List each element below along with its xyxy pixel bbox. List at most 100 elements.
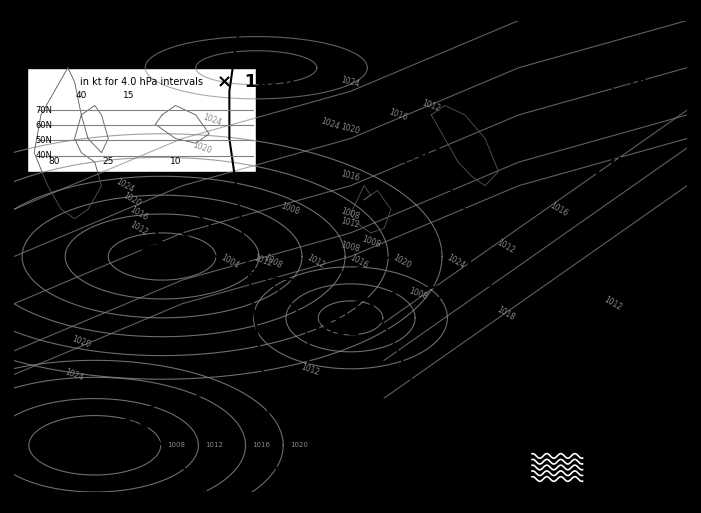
Polygon shape — [259, 263, 262, 276]
Polygon shape — [200, 206, 203, 219]
Polygon shape — [240, 205, 252, 218]
Wedge shape — [350, 262, 366, 270]
Polygon shape — [385, 318, 391, 329]
Polygon shape — [229, 108, 243, 119]
Polygon shape — [285, 501, 297, 513]
Text: 1012: 1012 — [128, 220, 149, 237]
Text: metoffice.gov: metoffice.gov — [601, 461, 654, 470]
FancyBboxPatch shape — [27, 68, 257, 171]
Polygon shape — [220, 224, 224, 237]
Polygon shape — [446, 444, 455, 453]
Polygon shape — [442, 181, 454, 188]
Polygon shape — [193, 470, 196, 480]
Wedge shape — [319, 269, 335, 276]
Polygon shape — [163, 439, 166, 448]
Polygon shape — [466, 214, 477, 223]
Text: 40: 40 — [76, 91, 87, 101]
Wedge shape — [395, 287, 408, 293]
Polygon shape — [295, 422, 309, 431]
Text: 1008: 1008 — [360, 235, 381, 250]
Text: 25: 25 — [102, 157, 114, 166]
Text: 1016: 1016 — [340, 169, 361, 183]
Polygon shape — [236, 172, 247, 185]
Wedge shape — [501, 283, 515, 289]
Text: 40N: 40N — [36, 151, 53, 160]
Text: 1020: 1020 — [340, 122, 361, 136]
Polygon shape — [259, 337, 271, 349]
Polygon shape — [472, 252, 482, 261]
Wedge shape — [447, 280, 461, 285]
Wedge shape — [463, 269, 473, 280]
Text: 1012: 1012 — [602, 295, 623, 312]
Polygon shape — [250, 271, 261, 283]
Wedge shape — [226, 259, 240, 267]
Polygon shape — [208, 486, 211, 496]
Polygon shape — [446, 287, 458, 295]
Wedge shape — [161, 398, 174, 404]
Text: 995: 995 — [142, 245, 179, 263]
Wedge shape — [456, 195, 467, 206]
Wedge shape — [253, 270, 269, 277]
Text: 1020: 1020 — [290, 442, 308, 448]
Polygon shape — [449, 503, 461, 510]
Polygon shape — [178, 455, 182, 464]
Text: 1012: 1012 — [340, 216, 361, 230]
Polygon shape — [306, 326, 318, 337]
Polygon shape — [245, 239, 257, 250]
Text: 1024: 1024 — [202, 112, 223, 127]
Text: 1008: 1008 — [280, 202, 301, 217]
Wedge shape — [421, 283, 435, 289]
Wedge shape — [200, 244, 214, 253]
Text: 1004: 1004 — [219, 252, 240, 270]
Text: 1008: 1008 — [407, 287, 428, 302]
Polygon shape — [148, 423, 151, 432]
Text: L: L — [450, 223, 460, 238]
Text: 1016: 1016 — [128, 205, 149, 223]
Polygon shape — [231, 140, 243, 152]
Polygon shape — [451, 463, 459, 472]
Polygon shape — [323, 505, 327, 513]
Polygon shape — [235, 43, 250, 53]
Polygon shape — [308, 351, 322, 361]
Text: 1024: 1024 — [64, 367, 85, 382]
Wedge shape — [369, 292, 382, 299]
Polygon shape — [451, 483, 461, 491]
Text: 1012: 1012 — [299, 362, 320, 377]
Text: 15: 15 — [123, 91, 134, 101]
Polygon shape — [299, 399, 313, 407]
Text: 1012: 1012 — [495, 239, 516, 256]
Text: 50N: 50N — [36, 136, 53, 145]
Text: 1020: 1020 — [71, 334, 92, 349]
Wedge shape — [472, 232, 479, 243]
Text: 1018: 1018 — [495, 304, 516, 322]
Polygon shape — [280, 281, 283, 294]
Text: 1020: 1020 — [392, 252, 413, 270]
Text: L: L — [154, 232, 163, 247]
Polygon shape — [394, 336, 401, 346]
Text: H: H — [610, 157, 622, 172]
Text: 1020: 1020 — [121, 191, 142, 209]
Polygon shape — [298, 301, 304, 314]
Polygon shape — [273, 436, 285, 448]
Wedge shape — [381, 251, 396, 260]
Text: L: L — [125, 412, 135, 427]
Polygon shape — [420, 389, 426, 400]
Wedge shape — [474, 280, 488, 285]
Polygon shape — [230, 75, 245, 86]
Text: ×  10: × 10 — [603, 78, 647, 93]
Polygon shape — [439, 425, 446, 436]
Text: 1003: 1003 — [393, 146, 443, 164]
Text: 1012: 1012 — [205, 442, 223, 448]
Text: 10: 10 — [170, 157, 182, 166]
Text: in kt for 4.0 hPa intervals: in kt for 4.0 hPa intervals — [81, 77, 203, 87]
Wedge shape — [286, 274, 302, 281]
Text: 1024: 1024 — [114, 177, 136, 194]
Text: 1008: 1008 — [340, 240, 361, 254]
Text: 1012: 1012 — [252, 254, 273, 269]
Text: 60N: 60N — [36, 121, 53, 130]
Wedge shape — [426, 300, 440, 309]
Text: L: L — [332, 308, 342, 323]
Wedge shape — [426, 164, 438, 174]
Polygon shape — [264, 370, 276, 382]
Text: 1024: 1024 — [320, 117, 341, 132]
